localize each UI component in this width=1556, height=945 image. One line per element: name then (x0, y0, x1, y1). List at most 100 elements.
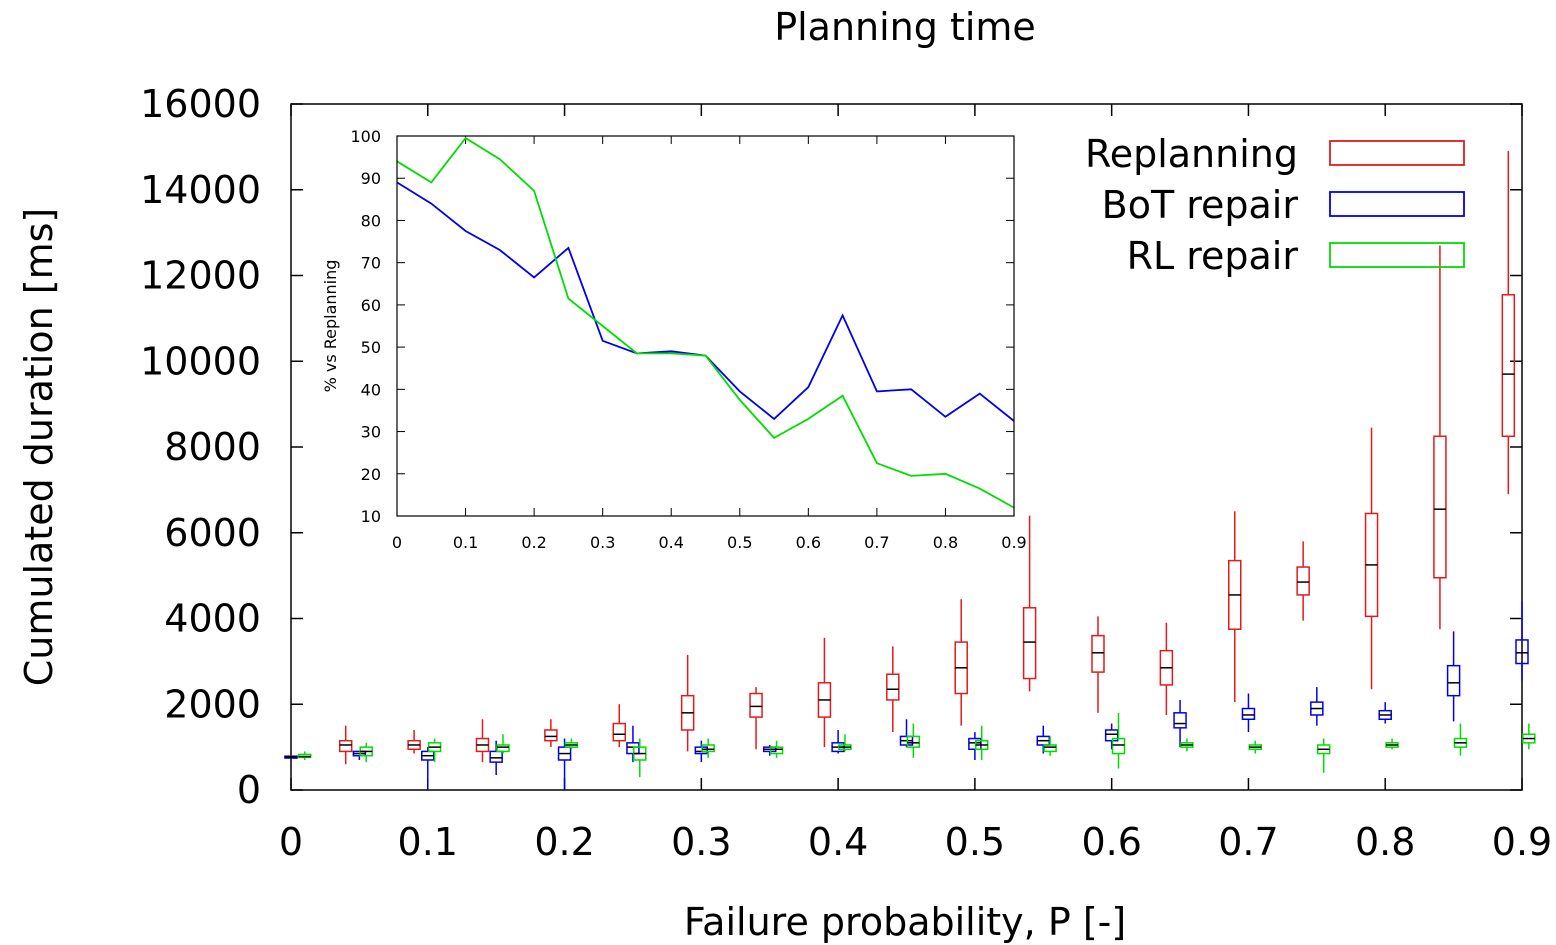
box-bot-repair (1173, 699, 1187, 748)
box-iqr (1104, 729, 1119, 742)
box-replanning (1364, 427, 1379, 690)
inset-y-tick-label: 90 (361, 169, 381, 188)
box-bot-repair (899, 719, 914, 748)
y-tick-label: 0 (237, 768, 261, 812)
box-replanning (886, 646, 900, 733)
x-axis-label: Failure probability, P [-] (684, 900, 1126, 944)
box-rl-repair (838, 734, 852, 752)
y-tick-label: 14000 (140, 168, 261, 212)
box-iqr (886, 673, 900, 701)
inset-y-tick-label: 60 (361, 296, 381, 315)
box-rl-repair (1043, 736, 1057, 756)
inset-y-tick-label: 50 (361, 338, 381, 357)
box-bot-repair (557, 738, 572, 790)
x-tick-label: 0.7 (1218, 820, 1278, 864)
chart-title: Planning time (774, 5, 1036, 49)
x-tick-label: 0.8 (1355, 820, 1415, 864)
box-replanning (475, 719, 490, 763)
box-bot-repair (694, 740, 709, 763)
inset-y-tick-label: 30 (361, 423, 381, 442)
box-rl-repair (974, 725, 989, 760)
box-bot-repair (626, 725, 640, 763)
box-iqr (1296, 566, 1310, 596)
box-rl-repair (297, 751, 312, 760)
box-iqr (1501, 294, 1516, 438)
y-tick-label: 16000 (140, 82, 261, 126)
main-axis-ticks: 0 2000 4000 6000 8000 10000 12000 14000 16000 0 0.… (140, 82, 1552, 864)
box-iqr (1241, 707, 1256, 721)
box-rl-repair (359, 742, 373, 763)
inset-x-tick-label: 0.3 (590, 533, 615, 552)
box-iqr (1433, 435, 1447, 579)
inset-x-tick-label: 0.2 (521, 533, 546, 552)
box-rl-repair (701, 738, 715, 758)
box-iqr (1515, 639, 1529, 665)
inset-y-tick-label: 100 (350, 127, 381, 146)
box-replanning (1022, 515, 1037, 692)
box-bot-repair (1515, 601, 1529, 681)
box-iqr (496, 744, 510, 753)
box-iqr (338, 739, 353, 753)
box-rl-repair (1385, 738, 1399, 750)
inset-series-line-1 (396, 136, 1015, 509)
box-bot-repair (284, 755, 298, 759)
legend: Replanning BoT repair RL repair (1085, 132, 1465, 278)
box-rl-repair (1316, 738, 1331, 773)
box-iqr (1043, 744, 1057, 753)
box-replanning (749, 687, 763, 750)
box-replanning (1433, 245, 1447, 630)
box-iqr (1446, 664, 1461, 697)
x-tick-label: 0.4 (808, 820, 868, 864)
box-rl-repair (564, 738, 579, 750)
box-rl-repair (1453, 723, 1468, 756)
box-iqr (749, 692, 763, 718)
box-rl-repair (1111, 712, 1126, 769)
box-iqr (489, 750, 503, 763)
y-tick-label: 8000 (164, 425, 261, 469)
y-tick-label: 10000 (140, 339, 261, 383)
box-bot-repair (831, 729, 845, 754)
y-tick-label: 4000 (164, 597, 261, 641)
legend-label-bot-repair: BoT repair (1102, 183, 1299, 227)
box-iqr (612, 722, 627, 742)
box-replanning (1296, 541, 1310, 621)
box-bot-repair (1104, 723, 1119, 750)
box-replanning (1228, 511, 1242, 703)
y-axis-label: Cumulated duration [ms] (17, 208, 61, 687)
inset-plot-frame (396, 135, 1015, 517)
box-bot-repair (1036, 725, 1051, 754)
legend-swatch-bot-repair (1329, 191, 1465, 217)
box-replanning (1091, 616, 1105, 713)
box-bot-repair (1310, 687, 1324, 726)
box-bot-repair (421, 747, 435, 790)
box-iqr (694, 746, 709, 755)
x-tick-label: 0.9 (1492, 820, 1552, 864)
box-iqr (906, 735, 921, 748)
box-replanning (1159, 622, 1174, 715)
legend-swatch-replanning (1329, 140, 1465, 166)
box-iqr (769, 746, 784, 755)
box-rl-repair (1180, 738, 1194, 752)
box-replanning (338, 725, 353, 765)
inset-x-tick-label: 0.9 (1001, 533, 1026, 552)
box-bot-repair (968, 732, 982, 760)
inset-x-tick-label: 0 (392, 533, 402, 552)
inset-y-axis-label: % vs Replanning (321, 260, 340, 393)
box-bot-repair (1241, 693, 1256, 733)
x-tick-label: 0.5 (945, 820, 1005, 864)
box-replanning (544, 719, 558, 748)
box-iqr (1091, 634, 1105, 673)
inset-y-tick-label: 20 (361, 465, 381, 484)
box-iqr (1111, 737, 1126, 755)
box-replanning (612, 704, 627, 748)
box-rl-repair (496, 734, 510, 754)
box-rl-repair (906, 723, 921, 758)
box-rl-repair (427, 738, 442, 763)
box-bot-repair (1378, 702, 1392, 724)
box-rl-repair (1248, 740, 1263, 754)
x-tick-label: 0.6 (1081, 820, 1141, 864)
box-replanning (407, 729, 421, 754)
inset-background (397, 136, 1014, 516)
inset-x-tick-label: 0.4 (658, 533, 683, 552)
